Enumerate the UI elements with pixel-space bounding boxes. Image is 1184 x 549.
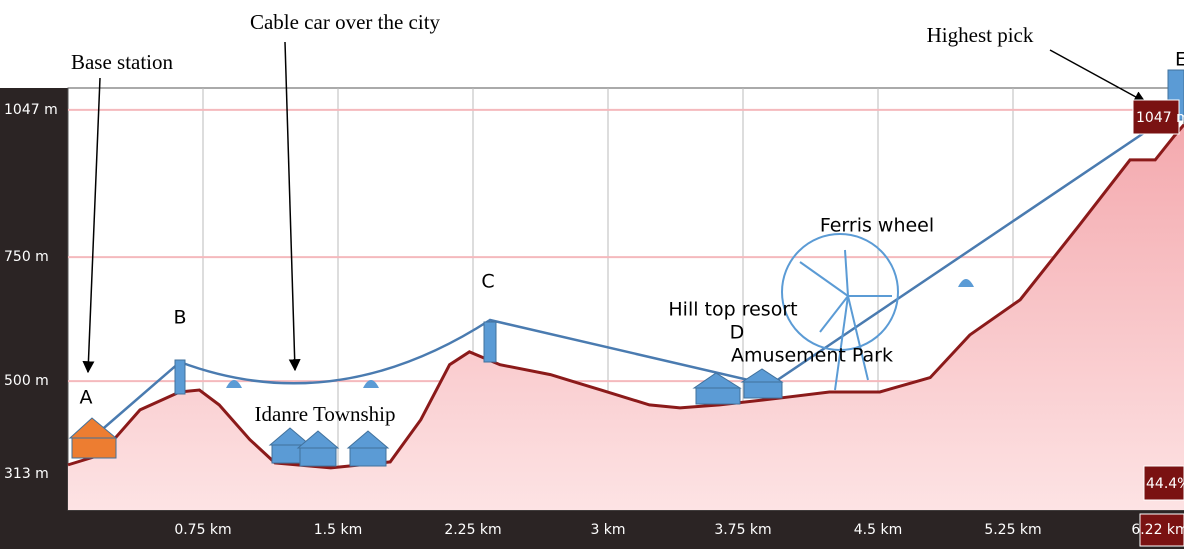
annotation: C (481, 271, 494, 293)
x-tick-label: 6.22 km (1131, 522, 1184, 538)
annotation: E (1175, 49, 1184, 71)
annotation: Highest pick (927, 23, 1034, 47)
annotation: B (173, 307, 186, 329)
annotation: Ferris wheel (820, 215, 934, 237)
station-b (175, 360, 185, 394)
base-house (72, 438, 116, 458)
x-tick-label: 5.25 km (984, 522, 1041, 538)
x-tick-label: 2.25 km (444, 522, 501, 538)
annotation: Amusement Park (731, 345, 893, 367)
y-tick-label: 750 m (4, 249, 49, 265)
y-tick-label: 500 m (4, 373, 49, 389)
grade-label: 44.4% (1146, 476, 1184, 492)
x-tick-label: 4.5 km (854, 522, 902, 538)
annotation: Cable car over the city (250, 10, 441, 34)
x-tick-label: 3.75 km (714, 522, 771, 538)
annotation: D (730, 322, 745, 344)
max-label: 1047 m (1136, 110, 1184, 126)
page: {"chart_data": { "type": "area", "x": [0… (0, 0, 1184, 549)
annotation: Base station (71, 50, 174, 74)
annotation: Idanre Township (254, 402, 395, 426)
x-tick-label: 0.75 km (174, 522, 231, 538)
chart: 1047 m 44.4% Cable car over the city Base… (0, 0, 1184, 549)
x-tick-label: 3 km (590, 522, 625, 538)
station-c (484, 322, 496, 362)
annotation: A (80, 387, 93, 409)
y-tick-label: 1047 m (4, 102, 58, 118)
y-tick-label: 313 m (4, 466, 49, 482)
annotation: Hill top resort (668, 299, 797, 321)
x-tick-label: 1.5 km (314, 522, 362, 538)
